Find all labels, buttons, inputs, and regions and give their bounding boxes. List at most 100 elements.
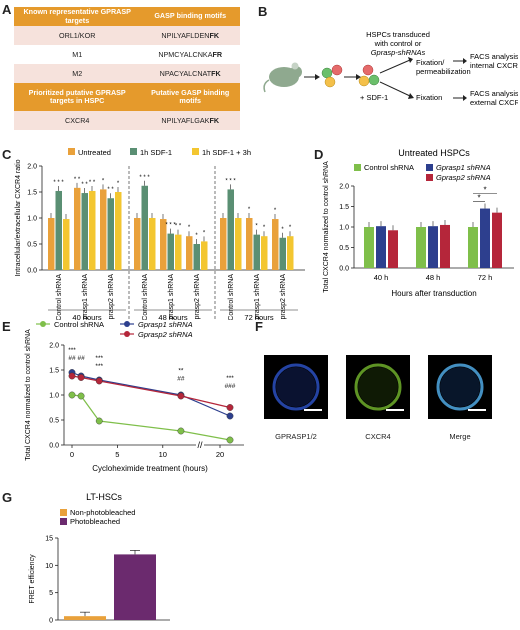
x-tick-label: Gprasp1 shRNA — [254, 274, 261, 320]
bar — [416, 227, 426, 268]
bar — [279, 237, 286, 270]
bar — [364, 227, 374, 268]
bar — [64, 616, 106, 620]
table-cell-target: CXCR4 — [14, 111, 141, 130]
legend-label: Non-photobleached — [70, 508, 135, 517]
group-label: 40 hours — [72, 313, 101, 320]
significance-mark: * — [477, 194, 480, 203]
chart-title: Untreated HSPCs — [398, 148, 470, 158]
panel-letter-b: B — [258, 4, 268, 19]
legend-marker — [40, 321, 46, 327]
bar — [272, 219, 279, 270]
group-label: 48 hours — [158, 313, 187, 320]
significance-mark: ## — [177, 376, 185, 383]
y-tick-label: 0.0 — [27, 268, 37, 275]
bar — [201, 241, 208, 270]
microscopy-cxcr4-image — [346, 355, 410, 419]
label-gprasp: GPRASP1/2 — [275, 432, 317, 441]
transduced-line-2: with control or — [374, 39, 422, 48]
legend-label: Untreated — [78, 148, 111, 157]
bar — [107, 198, 114, 270]
data-point — [226, 436, 234, 444]
table-cell-motif: NPACYALCNATFK — [140, 64, 240, 83]
bar — [160, 219, 167, 270]
chart-c-ratio: Untreated 1h SDF-1 1h SDF-1 + 3h 0.0 0.5 1.0 1… — [15, 148, 305, 320]
x-tick-label: 10 — [159, 450, 167, 459]
significance-mark: * — [255, 224, 258, 230]
legend-label: 1h SDF-1 + 3h — [202, 148, 251, 157]
table-cell-target: ORL1/KOR — [14, 26, 141, 45]
legend-marker — [124, 331, 130, 337]
bar — [175, 234, 182, 270]
axis-break-mark: // — [197, 440, 203, 450]
chart-title: LT-HSCs — [86, 492, 122, 502]
panel-letter-e: E — [2, 319, 11, 334]
significance-mark: * * — [74, 177, 81, 183]
mouse-icon — [263, 62, 302, 93]
data-point — [68, 391, 76, 399]
bar — [186, 236, 193, 270]
significance-mark: * — [248, 207, 251, 213]
facs-external-line-1: FACS analysis — [470, 89, 518, 98]
x-tick-label: 20 — [216, 450, 224, 459]
bar — [227, 189, 234, 270]
legend-label: Gprasp2 shRNA — [436, 173, 491, 182]
header-target-2: Prioritized putative GPRASP targets in H… — [14, 83, 141, 111]
data-point — [77, 374, 85, 381]
data-point — [68, 372, 76, 380]
label-merge: Merge — [449, 432, 471, 441]
bar — [55, 190, 62, 270]
significance-mark: * — [274, 208, 277, 214]
legend-swatch — [60, 509, 67, 516]
y-axis-label: FRET efficiency — [29, 554, 36, 604]
transduced-cells-icon — [358, 64, 380, 87]
facs-external-line-2: external CXCR4 — [470, 98, 518, 107]
significance-mark: * — [263, 225, 266, 231]
x-axis-label: Hours after transduction — [391, 289, 476, 298]
y-tick-label: 0.5 — [339, 245, 349, 252]
label-cxcr4: CXCR4 — [365, 432, 391, 441]
bar — [388, 230, 398, 268]
legend-label: Gprasp1 shRNA — [138, 320, 193, 329]
legend-label: Control shRNA — [364, 163, 414, 172]
y-tick-label: 1.0 — [27, 216, 37, 223]
bar — [287, 236, 294, 270]
bar — [167, 233, 174, 270]
y-tick-label: 0.0 — [49, 443, 59, 450]
bar — [193, 244, 200, 270]
significance-mark: * * * — [139, 175, 150, 181]
bar — [440, 224, 450, 268]
workflow-schematic: HSPCs transduced with control or Gprasp-… — [263, 30, 518, 107]
fixation-label: Fixation — [416, 93, 442, 102]
bar — [63, 219, 70, 270]
data-point — [177, 427, 185, 435]
significance-mark: ### — [225, 383, 236, 390]
y-tick-label: 15 — [45, 536, 53, 543]
bar — [81, 193, 88, 270]
y-tick-label: 5 — [49, 590, 53, 597]
bar — [74, 187, 81, 270]
group-label: 72 hours — [244, 313, 273, 320]
significance-mark: * — [281, 227, 284, 233]
legend-swatch — [354, 164, 361, 171]
y-tick-label: 2.0 — [49, 343, 59, 350]
bar — [115, 192, 122, 270]
panel-letter-d: D — [314, 147, 324, 162]
bar — [480, 208, 490, 268]
x-tick-label: 72 h — [478, 273, 493, 282]
y-tick-label: 2.0 — [339, 184, 349, 191]
y-axis-label: Total CXCR4 normalized to control shRNA — [323, 161, 330, 293]
series-line — [71, 375, 231, 409]
significance-mark: * — [289, 225, 292, 231]
fix-perm-line-1: Fixation/ — [416, 58, 445, 67]
y-tick-label: 0.5 — [27, 242, 37, 249]
microscopy-gprasp-image — [264, 355, 328, 419]
bar — [100, 189, 107, 270]
legend-swatch — [68, 148, 75, 155]
data-point — [226, 404, 234, 411]
x-tick-label: Control shRNA — [142, 274, 149, 320]
x-tick-label: Gprasp2 shRNA — [108, 274, 115, 320]
header-target: Known representative GPRASP targets — [14, 7, 141, 26]
gprasp-motif-table: Known representative GPRASP targets GASP… — [14, 7, 240, 130]
significance-mark: * — [203, 230, 206, 236]
